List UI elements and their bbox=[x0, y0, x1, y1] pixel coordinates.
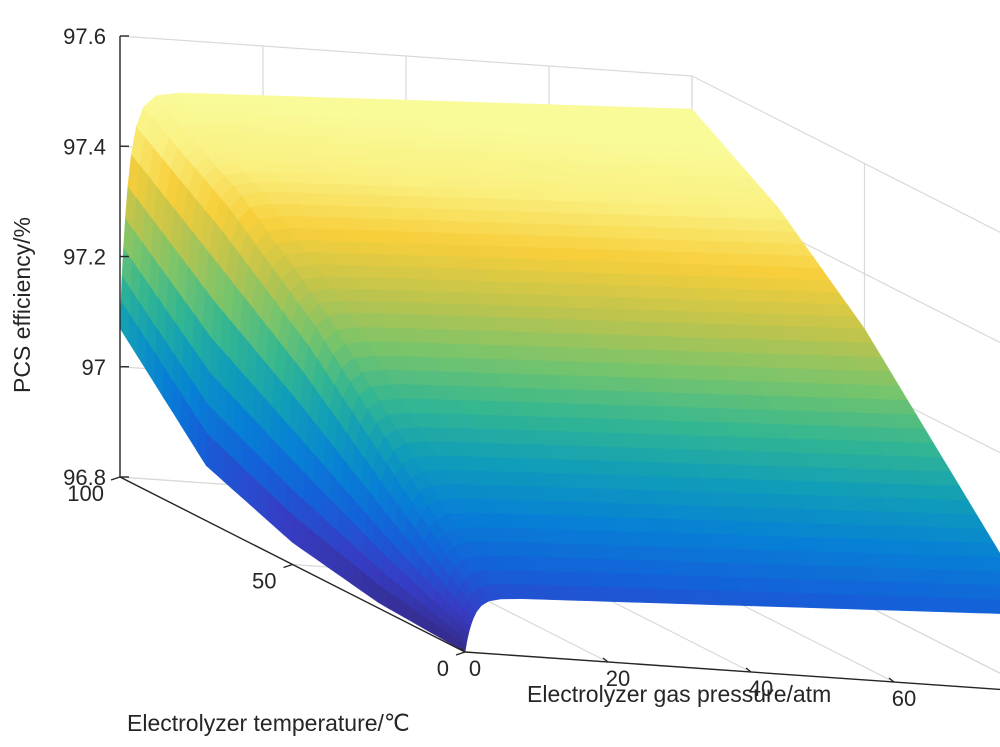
y-tick-mark bbox=[455, 651, 466, 656]
x-tick-label: 0 bbox=[469, 656, 481, 681]
x-tick-mark bbox=[459, 647, 466, 653]
y-tick-label: 100 bbox=[67, 481, 104, 506]
y-axis-label: Electrolyzer temperature/℃ bbox=[127, 710, 410, 736]
x-tick-label: 20 bbox=[606, 666, 630, 691]
y-tick-mark bbox=[110, 476, 121, 481]
x-tick-mark bbox=[602, 657, 609, 663]
y-tick-mark bbox=[283, 563, 293, 569]
axes bbox=[110, 35, 1000, 691]
x-axis-label: Electrolyzer gas pressure/atm bbox=[527, 681, 831, 707]
surface-patch bbox=[981, 570, 1000, 586]
z-tick-label: 97.2 bbox=[63, 245, 106, 270]
z-tick-label: 97.6 bbox=[63, 24, 106, 49]
z-tick-label: 97.4 bbox=[63, 134, 106, 159]
gridline bbox=[119, 35, 693, 77]
x-tick-label: 40 bbox=[749, 676, 773, 701]
x-tick-label: 60 bbox=[892, 686, 916, 711]
z-tick-label: 96.8 bbox=[63, 465, 106, 490]
surface bbox=[119, 92, 1000, 653]
y-tick-label: 50 bbox=[252, 569, 276, 594]
x-tick-mark bbox=[888, 677, 895, 683]
surface-patch bbox=[973, 556, 1000, 572]
y-tick-label: 0 bbox=[437, 656, 449, 681]
z-axis-label: PCS efficiency/% bbox=[9, 217, 35, 393]
gridline bbox=[691, 75, 1000, 233]
x-tick-mark bbox=[745, 667, 752, 673]
z-tick-label: 97 bbox=[82, 355, 106, 380]
surface-patch bbox=[990, 584, 1000, 600]
